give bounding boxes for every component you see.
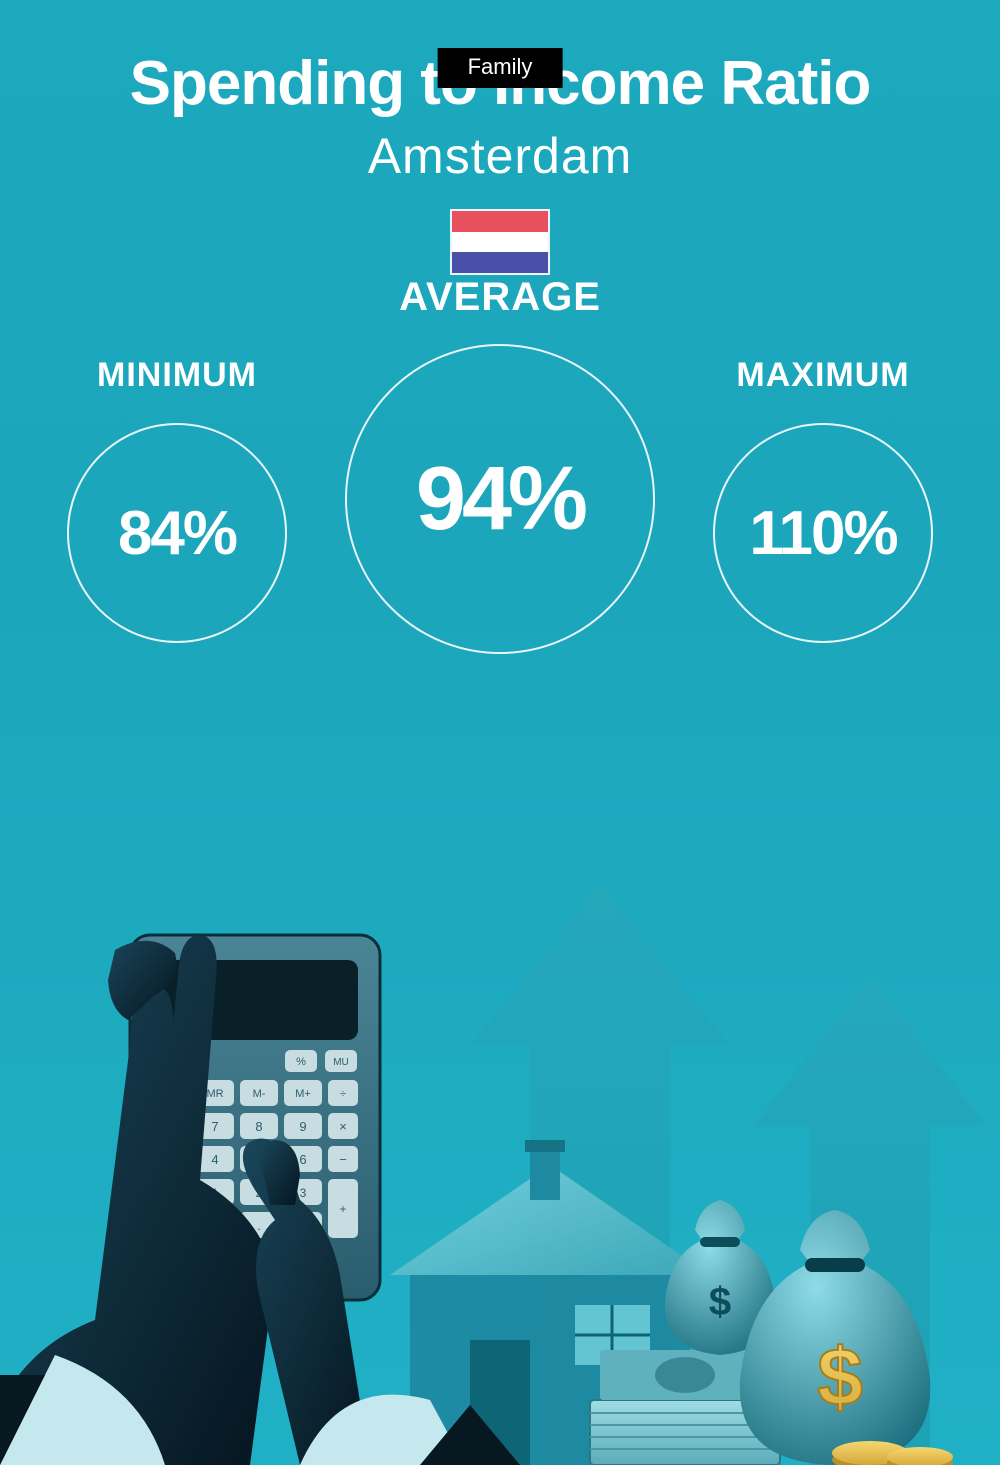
svg-text:MR: MR xyxy=(206,1088,223,1100)
svg-text:−: − xyxy=(339,1152,347,1167)
svg-text:8: 8 xyxy=(255,1119,262,1134)
svg-text:.: . xyxy=(257,1218,261,1233)
city-subtitle: Amsterdam xyxy=(0,127,1000,185)
metric-circle-minimum: 84% xyxy=(67,423,287,643)
metric-value-minimum: 84% xyxy=(118,498,236,569)
metric-label-minimum: MINIMUM xyxy=(97,356,257,395)
svg-text:3: 3 xyxy=(300,1186,307,1200)
svg-text:%: % xyxy=(296,1056,306,1068)
svg-text:M-: M- xyxy=(253,1088,266,1100)
svg-text:M+: M+ xyxy=(295,1088,311,1100)
metric-value-maximum: 110% xyxy=(749,498,896,569)
svg-text:4: 4 xyxy=(211,1152,218,1167)
svg-text:+: + xyxy=(339,1202,346,1216)
flag-stripe-middle xyxy=(452,232,548,253)
flag-icon xyxy=(450,209,550,275)
svg-text:9: 9 xyxy=(299,1119,306,1134)
flag-stripe-top xyxy=(452,211,548,232)
metric-label-average: AVERAGE xyxy=(399,275,601,320)
svg-text:7: 7 xyxy=(211,1119,218,1134)
bottom-illustration: $ $ % MU MCMR M-M+ ÷ xyxy=(0,845,1000,1465)
metric-maximum: MAXIMUM 110% xyxy=(713,356,933,643)
metric-circle-maximum: 110% xyxy=(713,423,933,643)
svg-text:MU: MU xyxy=(333,1057,349,1068)
tab-label: Family xyxy=(468,54,533,79)
svg-text:×: × xyxy=(339,1119,347,1134)
metrics-row: MINIMUM 84% AVERAGE 94% MAXIMUM 110% xyxy=(0,345,1000,654)
metric-minimum: MINIMUM 84% xyxy=(67,356,287,643)
metric-label-maximum: MAXIMUM xyxy=(736,356,909,395)
svg-text:$: $ xyxy=(817,1332,863,1423)
metric-circle-average: 94% xyxy=(345,344,655,654)
svg-text:$: $ xyxy=(709,1280,731,1324)
flag-stripe-bottom xyxy=(452,252,548,273)
svg-text:6: 6 xyxy=(299,1152,306,1167)
metric-average: AVERAGE 94% xyxy=(345,275,655,654)
svg-text:÷: ÷ xyxy=(340,1088,346,1100)
category-tab[interactable]: Family xyxy=(438,48,563,88)
metric-value-average: 94% xyxy=(416,448,584,551)
